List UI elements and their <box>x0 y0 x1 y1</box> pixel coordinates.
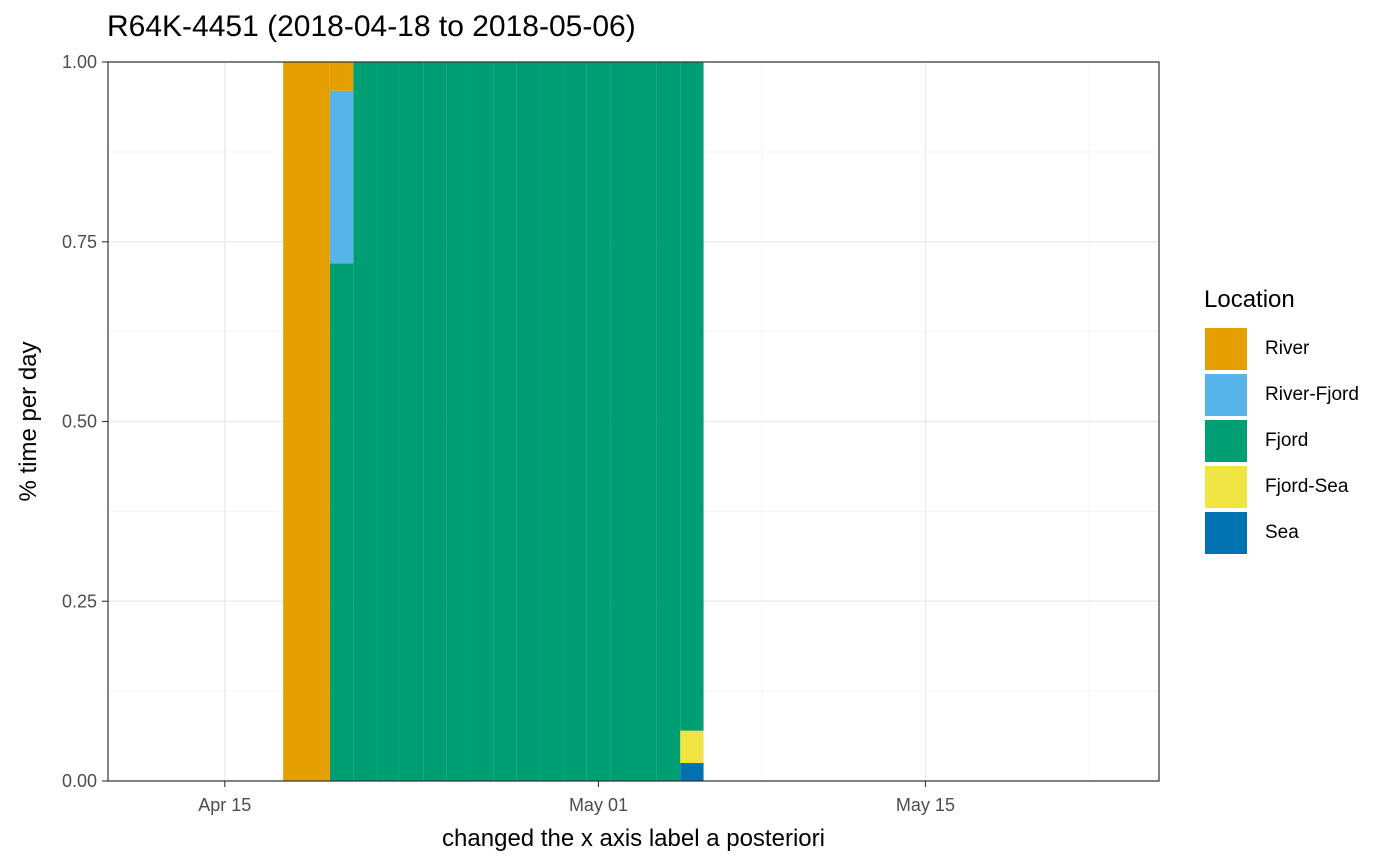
bar-segment-fjord <box>633 62 657 781</box>
bar-segment-fjord <box>376 62 400 781</box>
bar-segment-fjord <box>470 62 494 781</box>
legend-label: Fjord-Sea <box>1265 476 1349 497</box>
x-tick-label: May 15 <box>896 795 955 815</box>
legend-label: River-Fjord <box>1265 384 1359 405</box>
legend-item: Fjord-Sea <box>1204 464 1359 510</box>
bar-segment-fjord-sea <box>680 730 704 764</box>
y-tick-label: 0.00 <box>62 771 97 791</box>
bar-segment-fjord <box>446 62 471 781</box>
y-tick-label: 1.00 <box>62 52 97 72</box>
legend-label: River <box>1265 338 1310 359</box>
legend-key-swatch <box>1204 327 1248 371</box>
bar-segment-fjord <box>680 62 704 731</box>
legend-item: River <box>1204 326 1359 372</box>
bar-segment-fjord <box>353 62 377 781</box>
legend: Location River River-Fjord Fjord Fjord-Sea S… <box>1204 286 1359 556</box>
legend-key-swatch <box>1204 465 1248 509</box>
legend-key-swatch <box>1204 419 1248 463</box>
bar-segment-fjord <box>610 62 634 781</box>
bar-segment-river <box>329 62 354 91</box>
bar-segment-fjord <box>540 62 564 781</box>
x-tick-label: May 01 <box>569 795 628 815</box>
bar-segment-fjord <box>586 62 611 781</box>
legend-key-swatch <box>1204 511 1248 555</box>
bar-segment-river <box>283 62 307 781</box>
bar-segment-river <box>306 62 330 781</box>
legend-item: Fjord <box>1204 418 1359 464</box>
legend-item: River-Fjord <box>1204 372 1359 418</box>
bar-segment-fjord <box>563 62 587 781</box>
x-axis-title: changed the x axis label a posteriori <box>442 825 825 852</box>
x-tick-label: Apr 15 <box>198 795 251 815</box>
y-tick-label: 0.50 <box>62 412 97 432</box>
bars <box>283 62 704 781</box>
bar-segment-river-fjord <box>329 90 354 264</box>
legend-items: River River-Fjord Fjord Fjord-Sea Sea <box>1204 326 1359 556</box>
bar-segment-fjord <box>399 62 424 781</box>
bar-segment-sea <box>680 763 704 781</box>
legend-label: Sea <box>1265 522 1299 543</box>
bar-segment-fjord <box>329 263 354 781</box>
legend-key-swatch <box>1204 373 1248 417</box>
bar-segment-fjord <box>493 62 517 781</box>
legend-item: Sea <box>1204 510 1359 556</box>
y-axis-title: % time per day <box>15 341 42 501</box>
legend-label: Fjord <box>1265 430 1309 451</box>
y-tick-label: 0.25 <box>62 591 97 611</box>
y-tick-label: 0.75 <box>62 232 97 252</box>
bar-segment-fjord <box>516 62 541 781</box>
legend-title: Location <box>1204 286 1295 313</box>
axes: 0.00 0.25 0.50 0.75 1.00 Apr 15 May 01 May 15 <box>62 52 955 815</box>
bar-segment-fjord <box>423 62 447 781</box>
bar-segment-fjord <box>656 62 681 781</box>
chart-title: R64K-4451 (2018-04-18 to 2018-05-06) <box>107 10 636 43</box>
